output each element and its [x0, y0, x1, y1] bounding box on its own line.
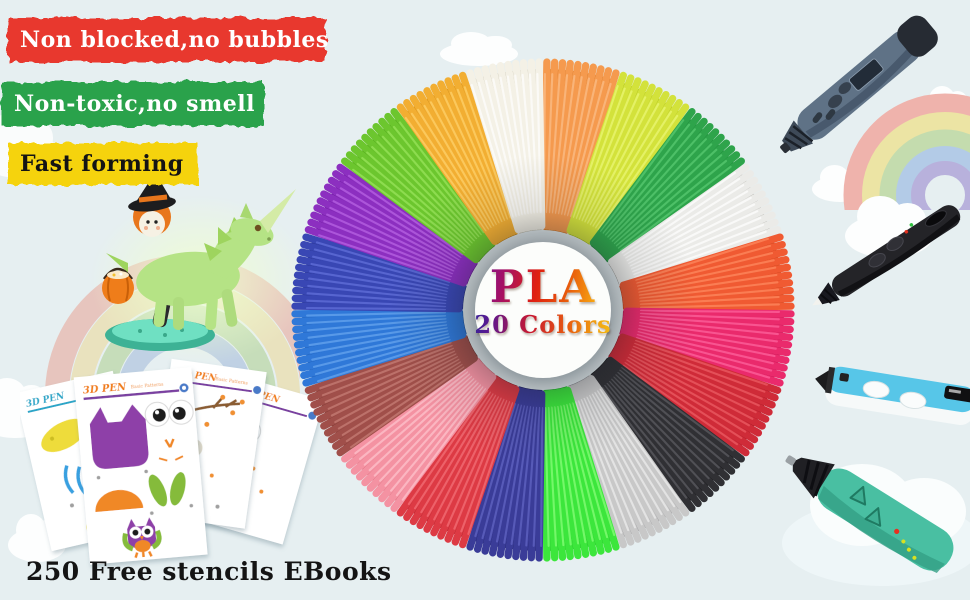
pen-button	[828, 94, 843, 109]
pen-button	[838, 82, 852, 94]
printed-figurines	[90, 176, 310, 365]
banner-green	[2, 82, 264, 126]
stencil-sheets: 3D PEN 3D PEN Basic Patterns 3D PEN	[20, 358, 320, 565]
pen-button	[862, 380, 890, 399]
rainbow-pastel	[843, 93, 970, 210]
wheel-subtitle: 20 Colors	[466, 310, 620, 339]
filament-port	[924, 210, 947, 227]
pen-body	[832, 205, 961, 297]
pen-button	[864, 507, 882, 527]
led-red	[904, 229, 909, 234]
banner-label-fast-forming: Fast forming	[20, 151, 184, 177]
slate-blue-pen	[780, 15, 938, 154]
figurine-base	[105, 319, 215, 351]
stencil-sheet-2: 3D PEN Basic Patterns	[73, 367, 208, 565]
wheel-center-label: PLA 20 Colors	[466, 263, 620, 340]
pen-screen	[849, 58, 884, 91]
wheel-center-disc	[475, 242, 611, 378]
owl-sample	[122, 517, 162, 559]
pen-body	[827, 366, 970, 413]
banner-red	[8, 18, 326, 62]
banner-yellow	[8, 143, 198, 185]
pen-body	[817, 468, 954, 571]
cloud	[440, 31, 518, 66]
pen-button	[886, 236, 904, 252]
sky-blue-pen	[815, 366, 970, 425]
pumpkin-basket	[102, 267, 134, 304]
pen-button	[899, 391, 927, 410]
banner-label-no-bubbles: Non blocked,no bubbles	[20, 27, 329, 53]
filament-wheel	[291, 58, 795, 562]
pen-button	[849, 485, 867, 506]
led-yellow	[906, 547, 911, 552]
black-pen	[812, 205, 961, 306]
led-yellow	[901, 539, 906, 544]
teal-pen	[785, 455, 954, 573]
wheel-title: PLA	[466, 263, 620, 311]
sheet-subtitle: Basic Patterns	[131, 382, 165, 391]
pen-button-small	[839, 372, 849, 382]
stencils-caption: 250 Free stencils EBooks	[26, 557, 392, 586]
unicorn-figurine	[106, 189, 296, 331]
led-green	[909, 223, 914, 227]
led-yellow	[912, 555, 917, 560]
sheet-title: 3D PEN	[82, 382, 127, 397]
banner-label-non-toxic: Non-toxic,no smell	[14, 91, 255, 117]
pen-button	[868, 252, 886, 268]
sheet-subtitle: Basic Patterns	[215, 376, 249, 387]
led-red	[894, 528, 900, 535]
feature-banners	[2, 18, 326, 185]
